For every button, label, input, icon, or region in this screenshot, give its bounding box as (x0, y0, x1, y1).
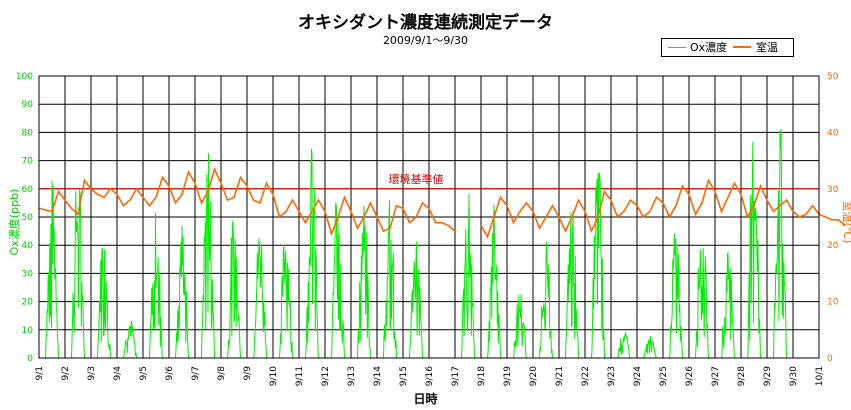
legend-ox-label: Ox濃度 (690, 41, 728, 54)
x-tick-label: 9/13 (347, 366, 357, 386)
temperature-line (480, 178, 846, 239)
legend-temp-label: 室温 (756, 41, 778, 54)
x-tick-label: 9/9 (243, 366, 253, 381)
x-tick-label: 9/5 (139, 366, 149, 380)
y-left-tick-label: 20 (22, 298, 34, 308)
y-left-tick-label: 90 (22, 100, 34, 110)
chart-title: オキシダント濃度連続測定データ (298, 13, 553, 33)
x-tick-label: 9/14 (373, 366, 383, 386)
y-axis-right-label: 室温(℃) (841, 200, 851, 244)
x-tick-label: 9/12 (321, 366, 331, 386)
y-left-tick-label: 50 (22, 213, 34, 223)
legend: Ox濃度 室温 (661, 38, 794, 57)
x-tick-label: 9/21 (555, 366, 565, 386)
x-tick-label: 9/11 (295, 366, 305, 386)
y-right-tick-label: 0 (827, 354, 833, 364)
x-tick-label: 9/10 (269, 366, 279, 386)
y-left-tick-label: 80 (22, 128, 34, 138)
reference-line-label: 環境基準値 (389, 172, 444, 186)
y-left-tick-label: 10 (22, 326, 34, 336)
legend-temp-swatch (733, 46, 751, 48)
x-tick-label: 9/3 (87, 366, 97, 380)
y-left-tick-label: 30 (22, 269, 34, 279)
reference-layer: 環境基準値 (39, 172, 819, 190)
x-tick-label: 9/28 (737, 366, 747, 386)
x-tick-label: 9/6 (165, 366, 175, 381)
x-tick-label: 9/24 (633, 366, 643, 386)
x-tick-label: 9/15 (399, 366, 409, 386)
x-tick-label: 9/16 (425, 366, 435, 386)
y-left-tick-label: 70 (22, 157, 34, 167)
chart-subtitle: 2009/9/1～9/30 (382, 34, 469, 47)
temperature-series-layer (38, 166, 846, 239)
legend-ox-swatch (668, 47, 686, 48)
y-right-tick-label: 40 (827, 128, 839, 138)
axes (38, 75, 820, 359)
x-tick-label: 9/18 (477, 366, 487, 386)
x-tick-label: 9/17 (451, 366, 461, 386)
x-tick-label: 10/1 (815, 366, 825, 386)
y-left-tick-label: 100 (16, 72, 33, 82)
y-right-tick-label: 30 (827, 185, 839, 195)
x-tick-label: 9/22 (581, 366, 591, 386)
x-tick-label: 9/25 (659, 366, 669, 386)
plot-frame (38, 75, 820, 359)
x-tick-label: 9/4 (113, 366, 123, 381)
temperature-line (38, 166, 456, 237)
y-axis-left-label: Ox濃度(ppb) (8, 188, 21, 256)
x-tick-label: 9/23 (607, 366, 617, 386)
y-left-tick-label: 40 (22, 241, 34, 251)
x-tick-label: 9/30 (789, 366, 799, 386)
y-right-tick-label: 50 (827, 72, 839, 82)
x-tick-label: 9/8 (217, 366, 227, 381)
x-tick-label: 9/1 (35, 366, 45, 380)
x-tick-label: 9/2 (61, 366, 71, 380)
y-right-tick-label: 20 (827, 241, 839, 251)
x-tick-label: 9/20 (529, 366, 539, 386)
x-tick-label: 9/19 (503, 366, 513, 386)
y-left-tick-label: 60 (22, 185, 34, 195)
x-axis-label: 日時 (413, 392, 438, 406)
x-tick-label: 9/26 (685, 366, 695, 386)
x-tick-label: 9/29 (763, 366, 773, 386)
y-right-tick-label: 10 (827, 298, 839, 308)
y-left-tick-label: 0 (27, 354, 33, 364)
x-tick-label: 9/27 (711, 366, 721, 386)
x-tick-label: 9/7 (191, 366, 201, 380)
